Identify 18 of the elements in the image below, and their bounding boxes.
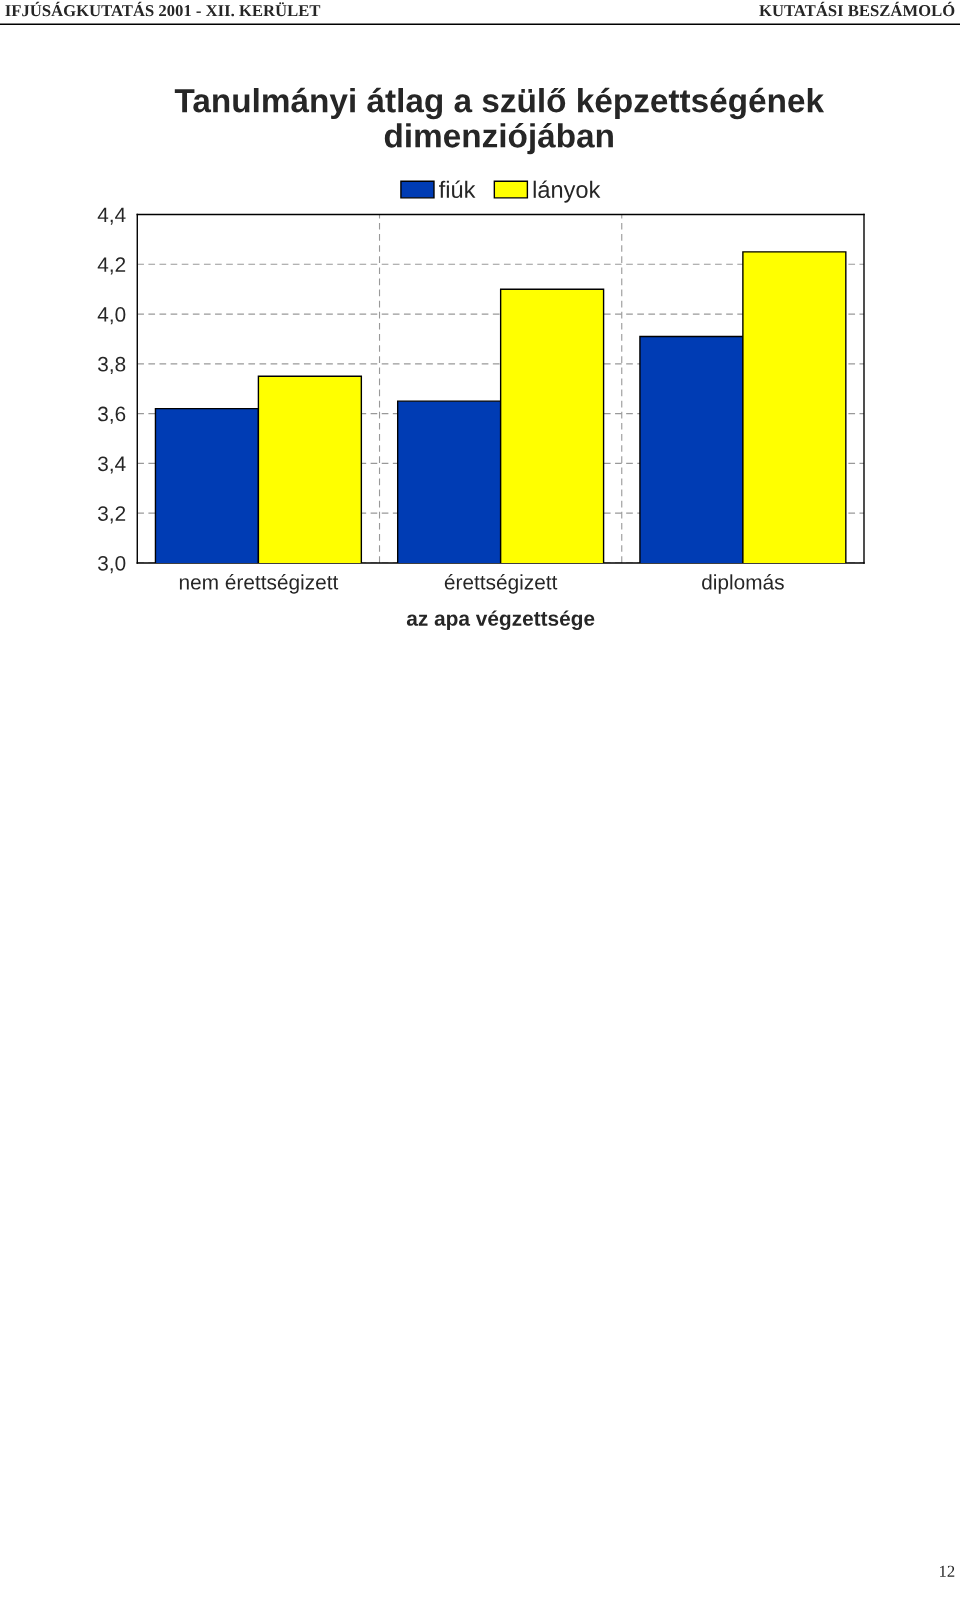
- legend-label: fiúk: [439, 180, 476, 199]
- x-tick-label: nem érettségizett: [179, 574, 339, 594]
- y-tick-label: 4,0: [97, 307, 126, 325]
- legend-label: lányok: [533, 180, 601, 203]
- text: KUTATÁSI BESZÁMOLÓ: [759, 1, 955, 17]
- y-tick-label: 3,2: [98, 506, 126, 524]
- y-tick-label: 3,0: [98, 555, 126, 574]
- y-tick-label: 4,2: [97, 257, 126, 275]
- chart-title: Tanulmányi átlag a szülő képzettségének dimenziójában: [174, 87, 825, 155]
- y-tick-label: 3,8: [98, 356, 126, 375]
- text: 12: [940, 1565, 955, 1577]
- x-tick-label: diplomás: [702, 574, 784, 594]
- x-tick-label: érettségizett: [444, 574, 558, 594]
- y-tick-label: 4,4: [97, 207, 126, 225]
- y-tick-label: 3,4: [98, 456, 126, 474]
- y-tick-label: 3,6: [98, 406, 126, 424]
- text: IFJÚSÁGKUTATÁS 2001 - XII. KERÜLET: [5, 1, 321, 17]
- x-axis-title: az apa végzettsége: [406, 610, 595, 631]
